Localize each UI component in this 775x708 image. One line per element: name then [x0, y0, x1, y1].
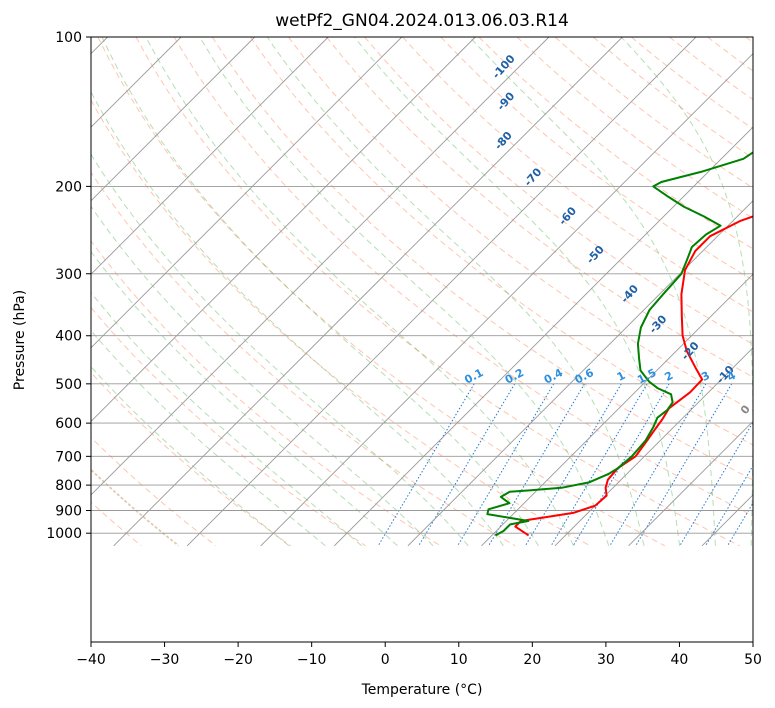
- dry-adiabat-label: -100: [490, 52, 518, 81]
- mixing-ratio-label: 2: [662, 369, 675, 384]
- dry-adiabat-line: [249, 37, 753, 446]
- dry-adiabat-line: [745, 37, 753, 43]
- dewpoint-line: [486, 151, 753, 537]
- dry-adiabat-line: [91, 99, 591, 547]
- grid-lines: [91, 37, 753, 547]
- x-tick-label: −30: [150, 652, 180, 668]
- dry-adiabat-line: [135, 37, 740, 547]
- dry-adiabat-label: -20: [679, 339, 702, 363]
- x-tick-label: −20: [223, 652, 253, 668]
- plot-frame: [90, 36, 754, 643]
- mixing-ratio-line: [550, 383, 648, 547]
- y-tick-label: 900: [55, 504, 82, 520]
- y-tick-label: 700: [55, 449, 82, 465]
- isotherm-line: [91, 37, 329, 275]
- moist-adiabat-line: [91, 366, 290, 547]
- mixing-ratio-line: [679, 421, 753, 547]
- dry-adiabat-line: [364, 37, 753, 345]
- mixing-ratio-line: [752, 545, 753, 546]
- mixing-ratio-line: [377, 383, 475, 547]
- dry-adiabat-line: [91, 306, 366, 547]
- dry-adiabat-line: [288, 37, 753, 412]
- isotherm-line: [91, 37, 256, 202]
- mixing-ratio-line: [488, 383, 585, 547]
- y-tick-label: 800: [55, 478, 82, 494]
- temperature-line: [514, 215, 753, 537]
- isotherm-line: [91, 37, 476, 423]
- y-tick-label: 100: [55, 30, 82, 46]
- moist-adiabat-line: [199, 37, 610, 546]
- dry-adiabat-line: [592, 37, 753, 159]
- isotherm-line: [628, 420, 753, 547]
- isotherm-line: [554, 347, 753, 547]
- x-tick-label: −40: [76, 652, 106, 668]
- isotherm-line: [481, 273, 753, 547]
- x-tick-label: 30: [597, 652, 615, 668]
- chart-title: wetPf2_GN04.2024.013.06.03.R14: [275, 11, 569, 31]
- dry-adiabat-line: [91, 371, 292, 547]
- dry-adiabat-label: -40: [618, 282, 641, 306]
- isotherm-line: [407, 200, 753, 547]
- dry-adiabat-label: -30: [647, 312, 670, 336]
- moist-adiabat-label: 10: [756, 426, 775, 446]
- dry-adiabat-label: -50: [584, 243, 607, 267]
- y-tick-label: 1000: [46, 526, 82, 542]
- y-tick-label: 300: [55, 267, 82, 283]
- moist-adiabat-line: [91, 291, 362, 547]
- mixing-ratio-line: [418, 383, 516, 547]
- dry-adiabat-line: [211, 37, 753, 481]
- isotherm-line: [91, 37, 550, 496]
- y-axis-ticks: 1000 900 800 700 600 500 400 300 200 100: [46, 30, 91, 542]
- isotherm-line: [260, 52, 753, 547]
- y-tick-label: 600: [55, 416, 82, 432]
- mixing-ratio-label: 1: [615, 369, 628, 384]
- x-tick-label: 50: [744, 652, 762, 668]
- dry-adiabat-line: [97, 37, 666, 547]
- dry-adiabat-line: [326, 37, 753, 378]
- curved-reference-line: [0, 37, 68, 546]
- dry-adiabat-label: -80: [492, 129, 515, 153]
- x-axis-label: Temperature (°C): [361, 682, 483, 698]
- y-tick-label: 400: [55, 329, 82, 345]
- dry-adiabat-label: -70: [522, 165, 545, 189]
- moist-adiabat-line: [145, 37, 574, 546]
- dry-adiabat-line: [91, 240, 441, 547]
- x-tick-label: 20: [523, 652, 541, 668]
- line-labels: -100-90-80-70-60-50-40-30-20-100.1 0.2 0.4…: [462, 52, 775, 446]
- dry-adiabat-line: [91, 436, 217, 547]
- dry-adiabat-label: -60: [556, 204, 579, 228]
- y-axis-label: Pressure (hPa): [12, 290, 28, 390]
- x-tick-label: 10: [450, 652, 468, 668]
- x-tick-label: 40: [671, 652, 689, 668]
- x-tick-label: 0: [381, 652, 390, 668]
- dry-adiabat-label: -90: [494, 89, 517, 113]
- isotherm-line: [186, 37, 697, 547]
- isotherm-line: [91, 37, 182, 128]
- isotherm-line: [333, 126, 753, 547]
- data-series: [486, 151, 753, 537]
- x-axis-ticks: −40 −30 −20 −10 0 10 20 30 40 50: [76, 642, 762, 668]
- moist-adiabat-line: [91, 250, 398, 547]
- moist-adiabat-line: [266, 37, 645, 546]
- moist-adiabat-label: 0: [738, 403, 753, 417]
- isotherm-line: [701, 494, 753, 547]
- isotherm-line: [91, 37, 403, 349]
- dry-adiabat-line: [478, 37, 753, 250]
- y-tick-label: 500: [55, 377, 82, 393]
- moist-adiabat-line: [91, 329, 326, 547]
- mixing-ratio-line: [635, 383, 733, 547]
- dry-adiabat-line: [707, 37, 753, 72]
- isotherm-line: [113, 37, 623, 547]
- y-tick-label: 200: [55, 179, 82, 195]
- mixing-ratio-label: 6: [769, 369, 775, 384]
- x-tick-label: −10: [297, 652, 327, 668]
- dry-adiabat-line: [440, 37, 753, 281]
- moist-adiabat-line: [91, 205, 434, 547]
- mixing-ratio-line: [524, 383, 622, 547]
